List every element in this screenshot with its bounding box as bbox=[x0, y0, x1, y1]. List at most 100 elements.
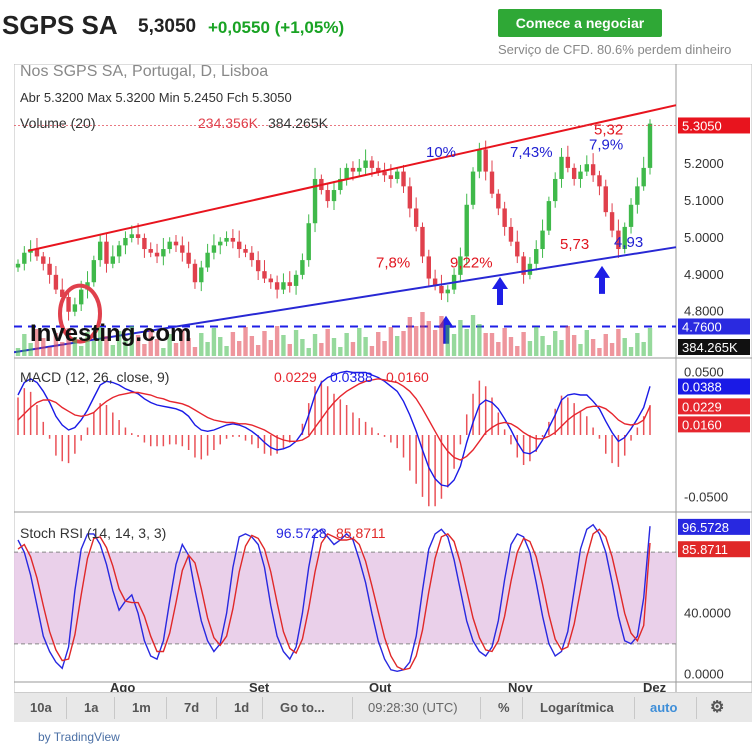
macd-histogram-value: 0.0160 bbox=[386, 369, 429, 385]
volume-bar bbox=[590, 339, 596, 356]
price-axis-label: 5.1000 bbox=[684, 193, 724, 208]
volume-bar bbox=[300, 339, 305, 356]
macd-signal-line bbox=[17, 378, 651, 461]
range-7d-button[interactable]: 7d bbox=[184, 700, 200, 715]
volume-bar bbox=[161, 348, 166, 356]
time-axis-label: Set bbox=[249, 680, 270, 694]
stoch-k-value: 96.5728 bbox=[276, 525, 327, 541]
candle-body bbox=[508, 226, 514, 242]
volume-bar bbox=[344, 333, 349, 356]
volume-bar bbox=[489, 333, 495, 356]
candle-body bbox=[79, 289, 84, 305]
channel-bottom-line bbox=[13, 246, 677, 354]
volume-bar bbox=[553, 331, 558, 356]
start-trading-button[interactable]: Comece a negociar bbox=[498, 9, 662, 37]
volume-bar bbox=[641, 342, 646, 356]
arrow-up-icon bbox=[594, 265, 610, 294]
volume-bar bbox=[116, 331, 122, 356]
volume-bar bbox=[540, 336, 545, 356]
auto-scale-button[interactable]: auto bbox=[650, 700, 678, 715]
chart-canvas[interactable]: 5.20005.10005.00004.90004.80004.70000.05… bbox=[13, 63, 752, 695]
candle-body bbox=[173, 241, 179, 246]
volume-bar bbox=[521, 332, 526, 356]
chart-annotation: 7,43% bbox=[510, 144, 553, 161]
volume-bar bbox=[609, 343, 615, 356]
volume-bar bbox=[571, 335, 577, 356]
stoch-d-line bbox=[17, 528, 651, 671]
volume-bar bbox=[173, 343, 179, 356]
volume-bar bbox=[205, 342, 210, 356]
candle-body bbox=[199, 267, 204, 283]
candle-body bbox=[445, 289, 450, 294]
range-1d-button[interactable]: 1d bbox=[234, 700, 250, 715]
candle-body bbox=[344, 167, 349, 179]
candle-body bbox=[110, 256, 115, 264]
candle-body bbox=[357, 167, 362, 172]
candle-body bbox=[281, 282, 286, 290]
candle-body bbox=[407, 186, 413, 209]
candle-body bbox=[186, 252, 191, 264]
log-scale-button[interactable]: Logarítmica bbox=[540, 700, 614, 715]
volume-bar bbox=[186, 338, 191, 356]
go-to-date-button[interactable]: Go to... bbox=[280, 700, 325, 715]
candle-body bbox=[41, 256, 46, 264]
volume-bar bbox=[426, 321, 431, 356]
volume-bar bbox=[66, 328, 71, 356]
candle-body bbox=[123, 237, 128, 246]
candle-body bbox=[142, 237, 147, 250]
candle-body bbox=[496, 193, 501, 209]
volume-bar bbox=[123, 340, 128, 356]
signal-value-tag-bg bbox=[678, 398, 750, 415]
percent-scale-button[interactable]: % bbox=[498, 700, 510, 715]
last-price-tag: 5.3050 bbox=[682, 118, 722, 133]
volume-bar bbox=[180, 329, 185, 356]
candle-body bbox=[300, 260, 305, 275]
candle-body bbox=[218, 241, 223, 246]
candle-body bbox=[47, 263, 52, 275]
macd-value-tag-bg bbox=[678, 378, 750, 395]
macd-line-value: 0.0388 bbox=[330, 369, 373, 385]
volume-bar bbox=[167, 334, 172, 356]
volume-bar bbox=[79, 346, 84, 356]
investing-logo: Investing.com bbox=[30, 320, 191, 347]
volume-bar bbox=[464, 329, 469, 356]
candle-body bbox=[628, 204, 634, 227]
volume-bar bbox=[363, 337, 368, 356]
range-1m-button[interactable]: 1m bbox=[132, 700, 151, 715]
candle-body bbox=[413, 208, 419, 227]
volume-legend-title: Volume (20) bbox=[20, 115, 95, 131]
candle-body bbox=[382, 171, 387, 176]
candle-body bbox=[641, 167, 646, 187]
candle-body bbox=[224, 237, 229, 242]
volume-bar bbox=[218, 337, 223, 356]
volume-bar bbox=[237, 341, 242, 356]
volume-bar bbox=[104, 336, 109, 356]
volume-bar bbox=[388, 327, 394, 356]
volume-bar bbox=[60, 342, 65, 356]
channel-top-line bbox=[27, 104, 677, 252]
candle-body bbox=[464, 204, 469, 257]
chart-annotation: 10% bbox=[426, 144, 456, 161]
volume-bar bbox=[445, 325, 450, 356]
volume-bar bbox=[635, 333, 640, 356]
candle-body bbox=[439, 285, 444, 294]
volume-bar bbox=[319, 343, 324, 356]
settings-gear-icon[interactable]: ⚙ bbox=[710, 699, 725, 716]
tradingview-credit[interactable]: by TradingView bbox=[38, 730, 120, 744]
volume-bar bbox=[34, 329, 40, 356]
histogram-value-tag: 0.0160 bbox=[682, 417, 722, 432]
stoch-axis-label: 0.0000 bbox=[684, 666, 724, 681]
chart-container[interactable]: 5.20005.10005.00004.90004.80004.70000.05… bbox=[13, 63, 752, 695]
candle-body bbox=[635, 186, 640, 205]
volume-bar bbox=[603, 334, 608, 356]
volume-bar bbox=[439, 316, 444, 356]
volume-bar bbox=[458, 320, 463, 356]
volume-bar bbox=[41, 338, 46, 356]
volume-bar bbox=[401, 331, 406, 356]
candle-body bbox=[477, 149, 482, 172]
range-1y-button[interactable]: 1a bbox=[84, 700, 99, 715]
range-10y-button[interactable]: 10a bbox=[30, 700, 52, 715]
volume-bar bbox=[230, 332, 236, 356]
volume-bar bbox=[597, 348, 602, 356]
volume-bar bbox=[451, 334, 457, 356]
